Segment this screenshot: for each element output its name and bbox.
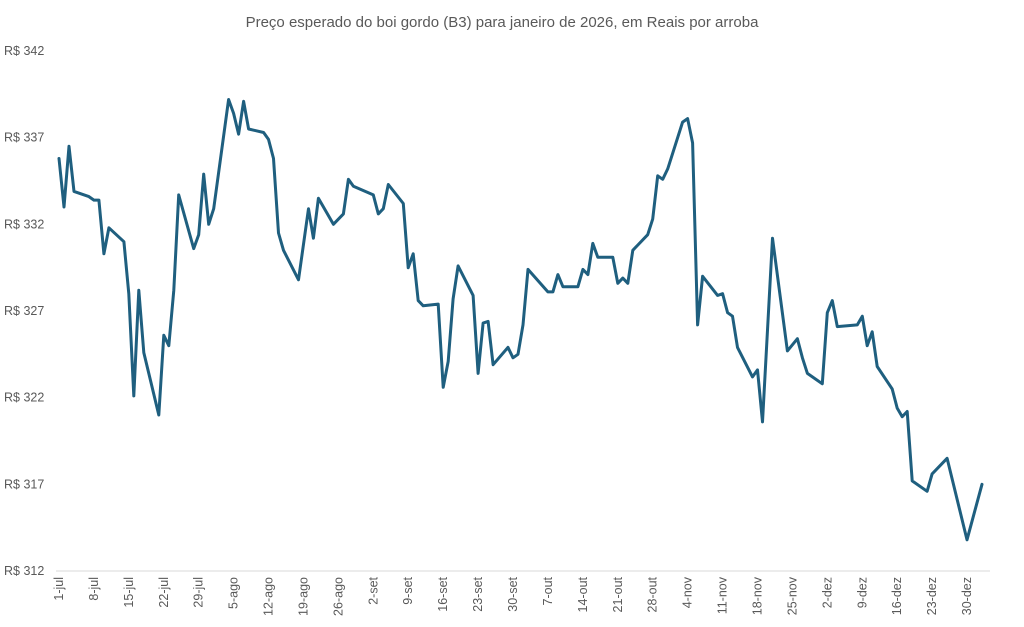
- y-tick-label: R$ 317: [4, 477, 44, 491]
- x-tick-label: 8-jul: [87, 577, 101, 601]
- x-tick-label: 4-nov: [681, 576, 695, 608]
- x-tick-label: 18-nov: [750, 576, 764, 615]
- y-tick-label: R$ 337: [4, 131, 44, 145]
- x-tick-label: 23-set: [471, 576, 485, 611]
- y-tick-label: R$ 312: [4, 564, 44, 578]
- x-tick-label: 25-nov: [785, 576, 799, 615]
- x-tick-label: 21-out: [611, 576, 625, 612]
- x-tick-label: 28-out: [646, 576, 660, 612]
- x-tick-label: 2-dez: [820, 577, 834, 608]
- x-tick-label: 16-dez: [890, 577, 904, 615]
- x-tick-label: 12-ago: [262, 577, 276, 616]
- y-tick-label: R$ 327: [4, 304, 44, 318]
- x-tick-label: 14-out: [576, 576, 590, 612]
- y-tick-label: R$ 322: [4, 391, 44, 405]
- x-tick-label: 16-set: [436, 576, 450, 611]
- x-tick-label: 11-nov: [716, 576, 730, 614]
- series-group: [57, 98, 984, 542]
- x-tick-label: 19-ago: [296, 577, 310, 616]
- y-axis-ticks: R$ 312 R$ 317 R$ 322 R$ 327 R$ 332 R$ 337 R$ 3…: [4, 44, 44, 578]
- x-tick-label: 30-dez: [960, 577, 974, 615]
- x-tick-label: 30-set: [506, 576, 520, 611]
- y-tick-label: R$ 342: [4, 44, 44, 58]
- x-tick-label: 26-ago: [331, 577, 345, 616]
- x-tick-label: 5-ago: [227, 577, 241, 609]
- series-line: [57, 98, 984, 542]
- x-tick-label: 9-set: [401, 576, 415, 604]
- x-tick-label: 1-jul: [52, 577, 66, 601]
- x-tick-label: 23-dez: [925, 577, 939, 615]
- x-tick-label: 29-jul: [192, 577, 206, 608]
- x-tick-label: 15-jul: [122, 577, 136, 608]
- x-tick-label: 7-out: [541, 576, 555, 605]
- x-tick-label: 22-jul: [157, 577, 171, 608]
- chart-title: Preço esperado do boi gordo (B3) para ja…: [246, 14, 759, 31]
- x-axis-ticks: 1-jul 8-jul 15-jul 22-jul 29-jul 5-ago 12-ago 1…: [52, 576, 974, 616]
- y-tick-label: R$ 332: [4, 217, 44, 231]
- x-tick-label: 2-set: [366, 576, 380, 604]
- x-tick-label: 9-dez: [855, 577, 869, 608]
